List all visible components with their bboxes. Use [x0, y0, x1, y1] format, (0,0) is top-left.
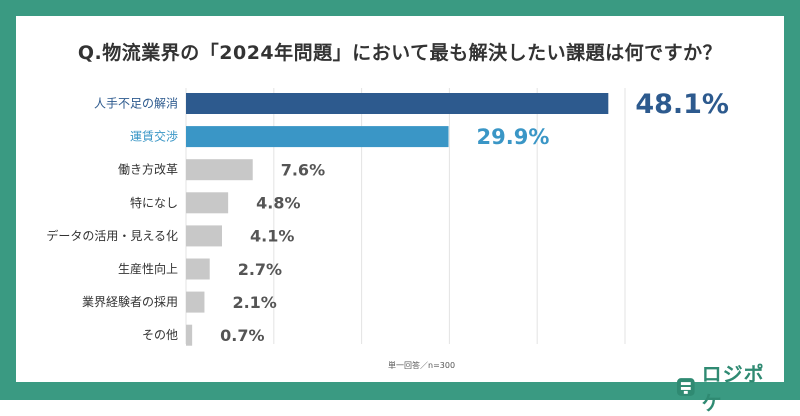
category-label: その他: [142, 328, 178, 342]
bar: [186, 225, 222, 247]
bar: [186, 258, 210, 280]
data-label: 2.1%: [232, 293, 276, 312]
data-label: 7.6%: [281, 160, 325, 179]
bar: [186, 126, 449, 148]
bar: [186, 93, 609, 114]
category-label: 生産性向上: [118, 261, 178, 276]
category-label: データの活用・見える化: [46, 228, 178, 243]
data-label: 29.9%: [477, 125, 550, 149]
brand-name: ロジポケ: [701, 362, 765, 415]
category-label: 特になし: [130, 195, 178, 210]
category-label: 働き方改革: [118, 162, 178, 177]
chart-card: Q.物流業界の「2024年問題」において最も解決したい課題は何ですか？ 人手不足…: [16, 16, 784, 415]
logo-icon: [676, 378, 695, 396]
category-label: 人手不足の解消: [94, 97, 178, 111]
bar: [186, 159, 253, 181]
data-label: 48.1%: [635, 89, 729, 120]
brand-logo: ロジポケ: [676, 358, 784, 416]
bar-chart: 人手不足の解消 48.1% 運賃交渉 29.9% 働き方改革 7.6% 特になし 4.8% デー…: [46, 88, 729, 346]
category-label: 運賃交渉: [130, 129, 178, 144]
data-label: 4.1%: [250, 227, 294, 246]
sample-note: 単一回答／n=300: [388, 361, 456, 370]
bar: [186, 291, 205, 313]
data-label: 4.8%: [256, 194, 300, 213]
chart-title: Q.物流業界の「2024年問題」において最も解決したい課題は何ですか？: [77, 42, 723, 64]
category-label: 業界経験者の採用: [82, 294, 178, 309]
bar: [186, 324, 193, 346]
bar: [186, 192, 229, 214]
data-label: 0.7%: [220, 326, 264, 345]
data-label: 2.7%: [238, 260, 282, 279]
